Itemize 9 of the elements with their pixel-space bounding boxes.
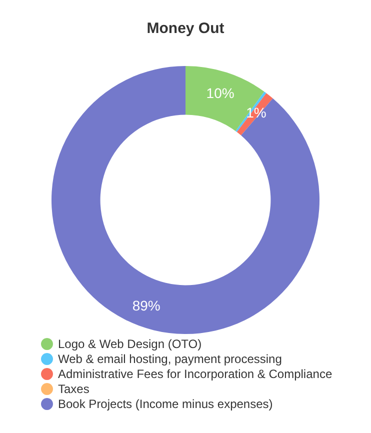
data-label: 10% [206,84,234,101]
legend-label: Book Projects (Income minus expenses) [58,397,273,411]
legend-label: Taxes [58,382,90,396]
legend-label: Web & email hosting, payment processing [58,352,282,366]
data-label: 89% [132,298,160,314]
legend-label: Administrative Fees for Incorporation & Compliance [58,367,332,381]
legend-label: Logo & Web Design (OTO) [58,337,202,351]
data-label: 1% [246,104,266,120]
chart-title: Money Out [146,20,224,37]
